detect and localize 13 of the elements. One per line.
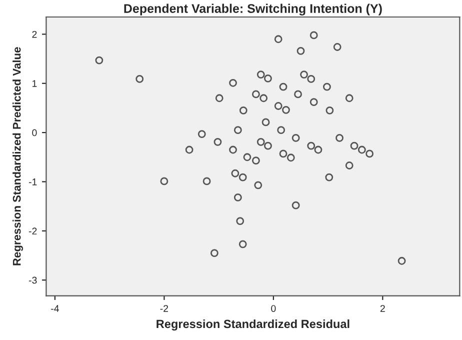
x-tick-label: 0 bbox=[271, 305, 276, 312]
y-tick-label: 1 bbox=[32, 80, 37, 87]
y-axis-title: Regression Standardized Predicted Value bbox=[12, 47, 23, 266]
y-tick-label: 2 bbox=[32, 30, 37, 38]
y-tick-label: -2 bbox=[28, 228, 37, 234]
chart-title: Dependent Variable: Switching Intention (Y) bbox=[124, 4, 382, 16]
y-tick-label: -1 bbox=[28, 178, 37, 186]
x-tick-label: 2 bbox=[380, 305, 385, 312]
x-axis-title: Regression Standardized Residual bbox=[156, 319, 350, 331]
y-tick-label: 0 bbox=[32, 129, 37, 136]
x-tick-label: -2 bbox=[160, 305, 168, 312]
y-tick-label: -3 bbox=[28, 276, 37, 284]
x-tick-label: -4 bbox=[51, 305, 59, 312]
